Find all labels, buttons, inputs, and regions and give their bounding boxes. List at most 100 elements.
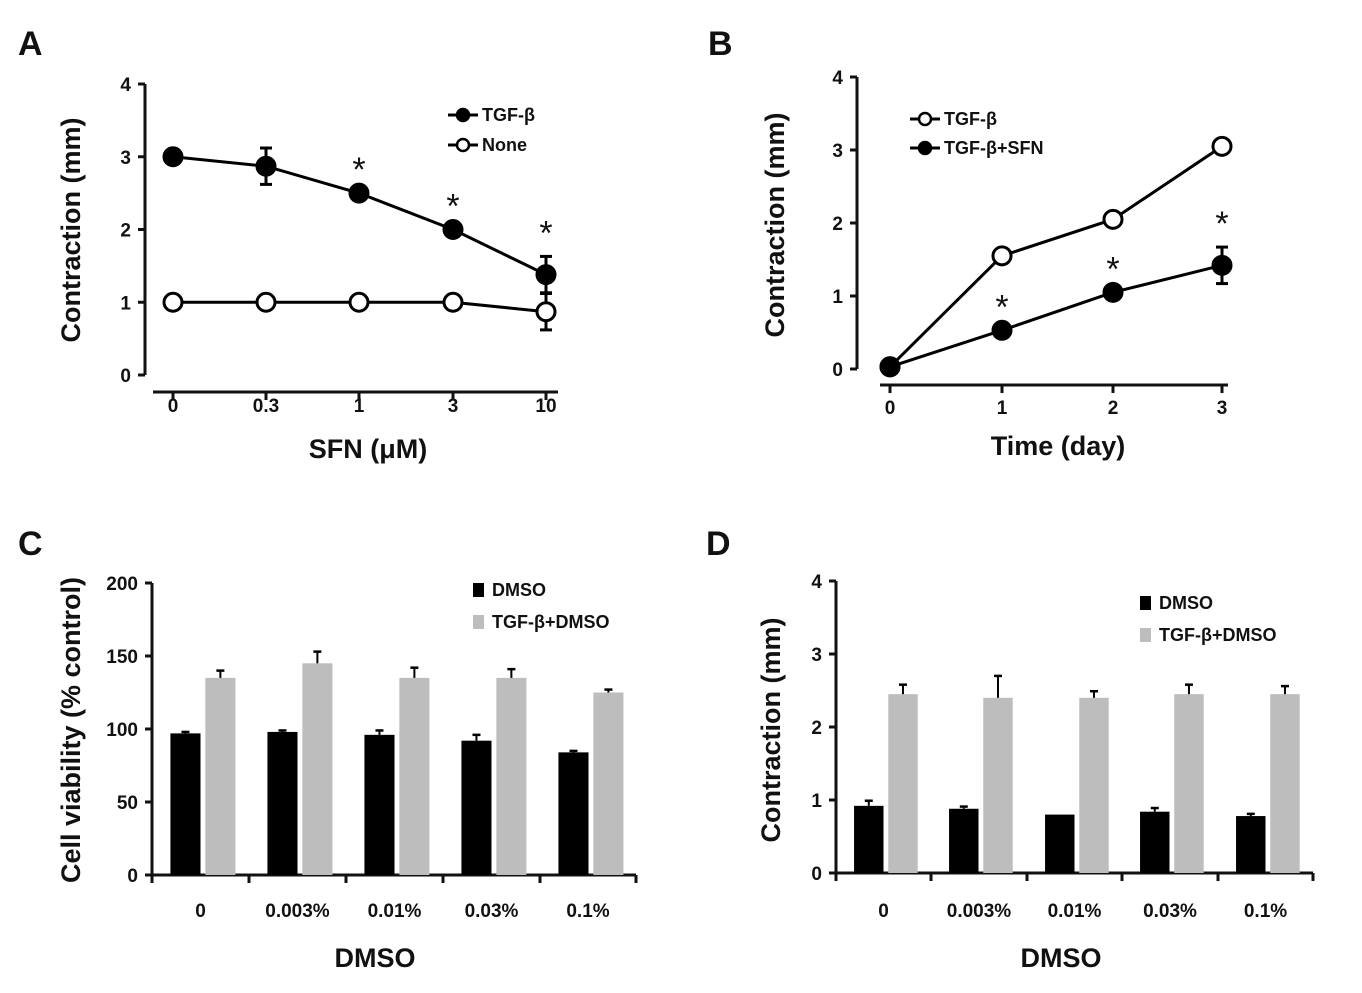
significance-marker: * [352,151,365,189]
panel-d: D Contraction (mm) DMSO 0 1 2 3 4 0 0.003% 0.01… [706,525,1315,973]
x-tick-label: 0.003% [947,901,1012,922]
x-tick-label: 0.1% [1244,901,1287,922]
legend-filled-circle-icon [455,107,471,123]
bar-dmso [949,808,979,873]
y-tick-label: 4 [811,572,822,593]
y-tick-label: 4 [832,68,843,89]
x-axis-label-b: Time (day) [991,431,1126,461]
y-tick-label: 150 [106,647,138,668]
data-point [879,356,901,378]
data-point [1102,281,1124,303]
panel-label-c: C [18,525,43,563]
significance-marker: * [1106,250,1119,288]
y-tick-label: 3 [811,645,822,666]
bar-tgf-dmso [1174,694,1204,873]
legend-label: TGF-β [482,105,535,125]
x-tick-label: 0.03% [465,901,519,922]
bar-tgf-dmso [1270,694,1300,873]
x-tick-label: 0.3 [253,396,279,417]
y-axis-label-a: Contraction (mm) [56,118,86,343]
marks-a: * * * [162,146,557,332]
legend-swatch-icon [1140,596,1151,610]
bar-tgf-dmso [888,694,918,873]
bar-dmso [267,731,298,875]
x-axis-label-c: DMSO [335,943,416,973]
significance-marker: * [539,214,552,252]
x-tick-label: 0.01% [1048,901,1102,922]
legend-label: None [482,135,527,155]
bar-dmso [461,740,492,875]
bar-dmso [558,752,589,875]
panel-label-a: A [18,25,43,63]
x-tick-label: 3 [448,396,459,417]
y-axis-label-c: Cell viability (% control) [56,577,86,883]
x-tick-label: 0 [168,396,179,417]
y-tick-label: 0 [832,360,843,381]
bar-dmso [854,805,884,873]
y-tick-label: 0 [127,866,138,887]
bar-tgf-dmso [302,663,333,875]
y-tick-label: 3 [832,141,843,162]
marks-b: * * * [879,135,1233,378]
y-axis-label-b: Contraction (mm) [760,113,790,338]
bar-dmso [170,733,201,875]
legend-label: TGF-β+SFN [944,138,1043,158]
y-tick-label: 0 [120,366,131,387]
y-tick-label: 4 [120,75,131,96]
bar-tgf-dmso [496,677,527,875]
x-tick-label: 0.003% [265,901,330,922]
data-point [535,301,557,323]
data-point [1211,135,1233,157]
legend-swatch-icon [473,615,484,629]
panel-label-d: D [706,525,731,563]
y-axis-label-d: Contraction (mm) [756,618,786,843]
x-tick-label: 0 [885,398,896,419]
legend-open-circle-icon [455,137,471,153]
legend-label: TGF-β+DMSO [1159,625,1276,645]
bar-tgf-dmso [983,697,1013,873]
data-point [255,291,277,313]
legend-c: DMSO TGF-β+DMSO [473,580,609,632]
axes-a: 0 1 2 3 4 0 0.3 1 3 10 [120,75,558,417]
legend-open-circle-icon [917,111,933,127]
bar-tgf-dmso [205,677,236,875]
x-tick-label: 10 [535,396,556,417]
legend-label: TGF-β+DMSO [492,612,609,632]
legend-swatch-icon [1140,628,1151,642]
series-line-1 [889,263,1223,369]
x-tick-label: 0.1% [566,901,609,922]
data-point [255,155,277,177]
y-tick-label: 100 [106,720,138,741]
panel-label-b: B [708,25,733,63]
x-tick-label: 2 [1108,398,1119,419]
legend-label: DMSO [1159,593,1213,613]
marks-d [854,674,1300,873]
x-tick-label: 1 [354,396,365,417]
x-axis-label-a: SFN (μM) [309,434,428,464]
bar-dmso [1045,814,1075,873]
data-point [991,245,1013,267]
axes-b: 0 1 2 3 4 0 1 2 3 [832,68,1228,419]
legend-d: DMSO TGF-β+DMSO [1140,593,1276,645]
y-tick-label: 50 [117,793,138,814]
y-tick-label: 1 [832,287,843,308]
x-tick-label: 0.01% [368,901,422,922]
y-tick-label: 1 [120,293,131,314]
bar-tgf-dmso [1079,697,1109,873]
significance-marker: * [446,188,459,226]
significance-marker: * [995,288,1008,326]
legend-label: DMSO [492,580,546,600]
series-line-0 [888,145,1223,368]
x-axis-label-d: DMSO [1021,943,1102,973]
legend-label: TGF-β [944,109,997,129]
data-point [162,146,184,168]
bar-dmso [1140,811,1170,873]
legend-swatch-icon [473,583,484,597]
y-tick-label: 0 [811,864,822,885]
legend-a: TGF-β None [448,105,535,155]
y-tick-label: 2 [811,718,822,739]
bar-dmso [364,734,395,875]
panel-c: C Cell viability (% control) DMSO 0 50 100… [18,525,638,973]
x-tick-label: 0 [878,901,889,922]
